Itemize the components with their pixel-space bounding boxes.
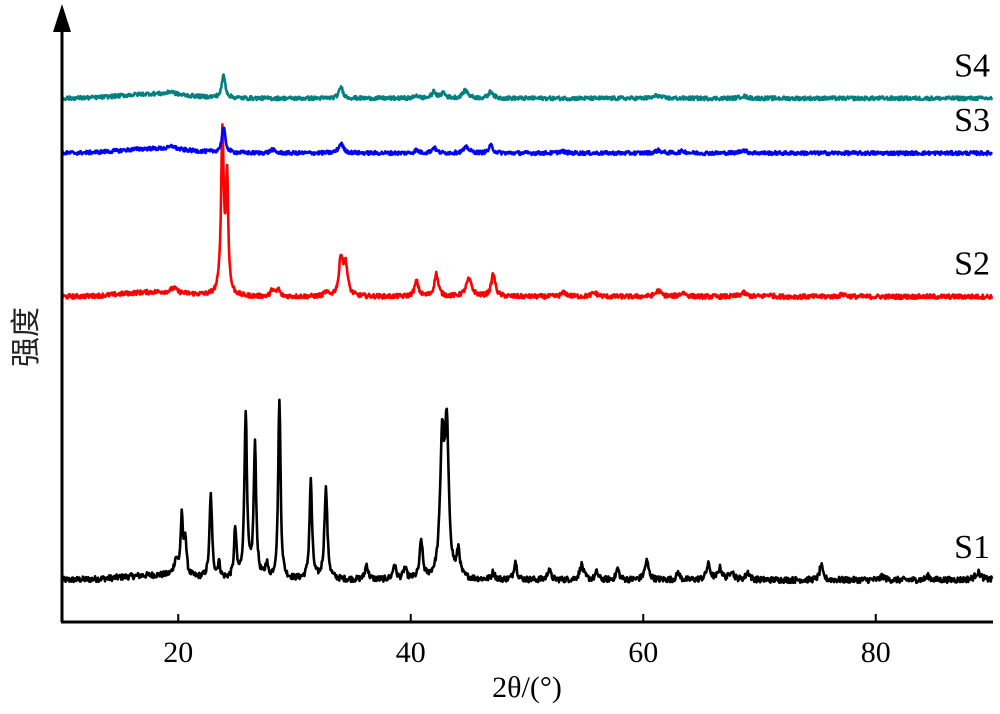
- x-tick-label: 60: [628, 636, 658, 669]
- series-group: [60, 73, 994, 585]
- x-tick-label: 80: [861, 636, 891, 669]
- series-line-s1: [60, 398, 994, 585]
- series-label-s2: S2: [954, 246, 990, 283]
- x-tick-label: 40: [396, 636, 426, 669]
- x-axis-ticks: 20 40 60 80: [163, 614, 891, 669]
- series-label-s4: S4: [954, 47, 990, 84]
- series-labels: S1 S2 S3 S4: [954, 47, 990, 566]
- y-axis-arrow: [53, 4, 71, 32]
- series-line-s2: [61, 123, 994, 301]
- series-line-s4: [61, 73, 994, 102]
- x-axis-title: 2θ/(°): [492, 671, 562, 704]
- y-axis-title: 强度: [9, 307, 44, 367]
- x-tick-label: 20: [163, 636, 193, 669]
- series-label-s1: S1: [954, 529, 990, 566]
- series-label-s3: S3: [954, 102, 990, 139]
- series-line-s3: [60, 126, 994, 157]
